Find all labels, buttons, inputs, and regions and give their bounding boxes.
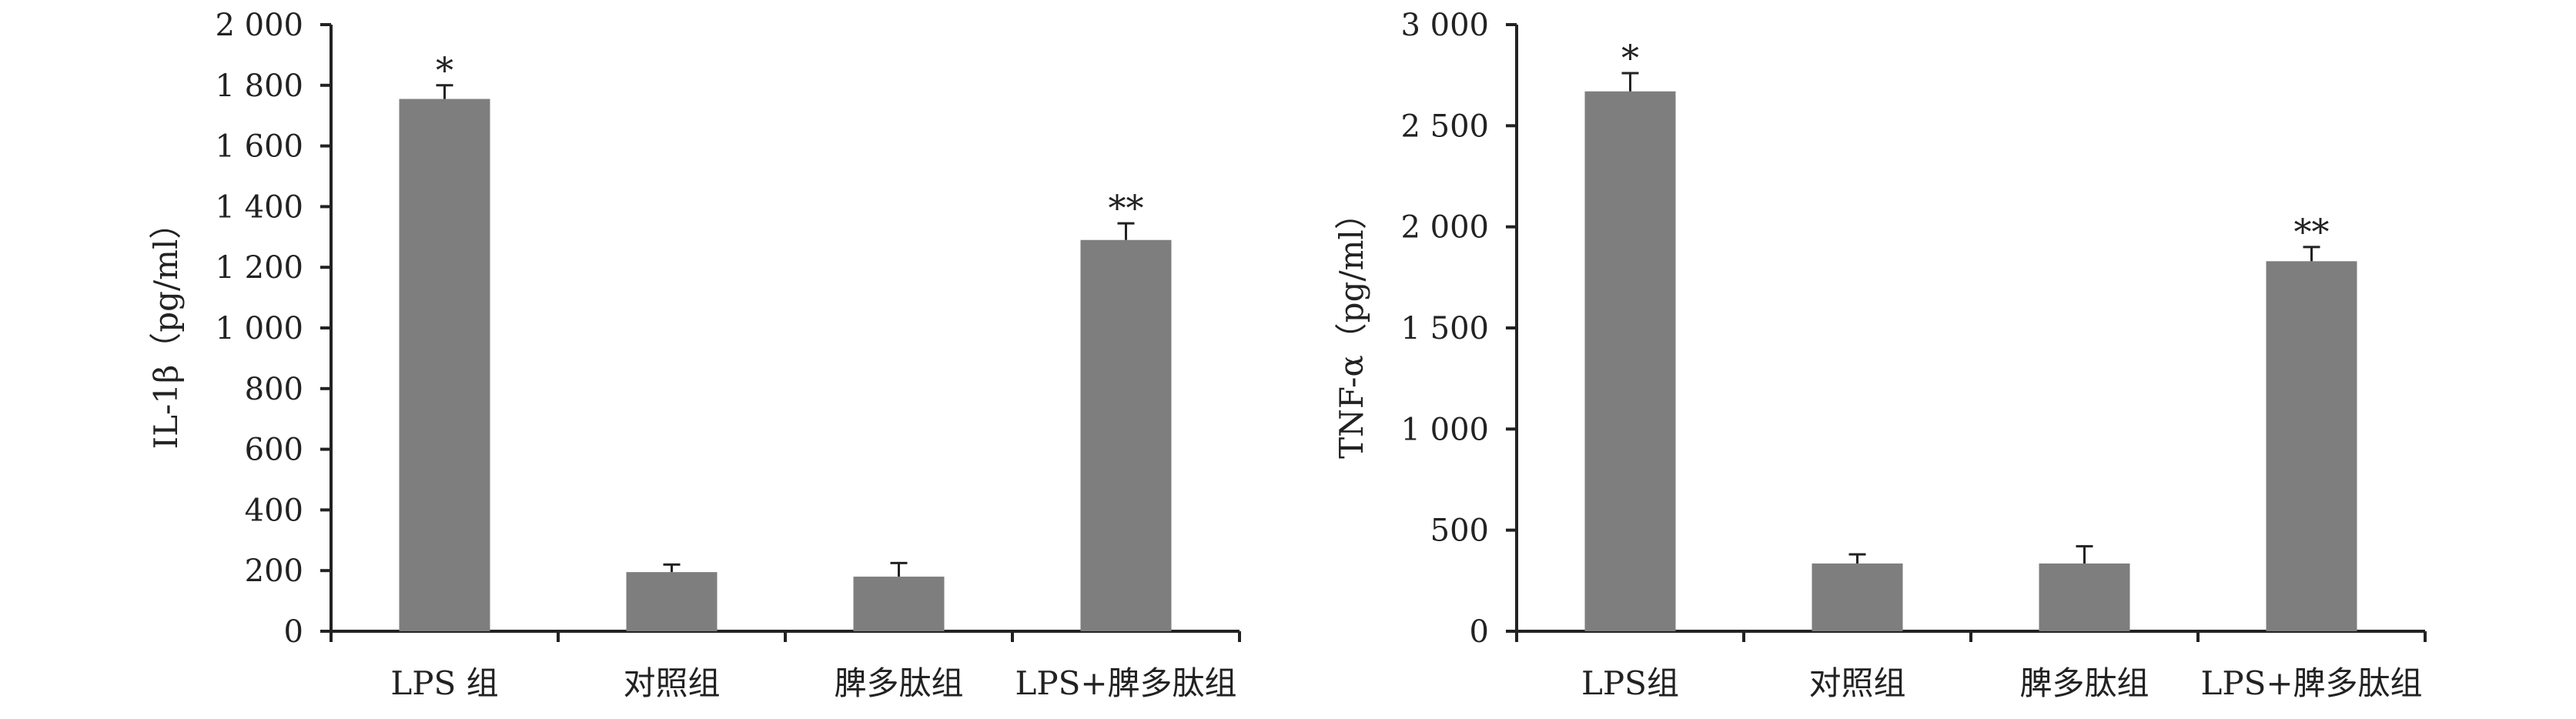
tnfa-bar (2039, 563, 2130, 631)
il1b-y-tick-label: 600 (245, 433, 303, 468)
tnfa-y-tick-label: 500 (1430, 513, 1489, 549)
tnfa-y-tick-label: 2 500 (1400, 109, 1489, 144)
tnfa-y-tick-label: 0 (1470, 614, 1489, 650)
tnfa-bar (1812, 563, 1903, 631)
il1b-bar (1080, 239, 1172, 631)
tnfa-chart: 0 500 1 000 1 500 2 000 2 500 3 000 * LPS组 对照组 脾多肽… (1333, 8, 2427, 702)
il1b-y-tick-label: 1 600 (215, 129, 303, 165)
tnfa-y-tick-label: 1 500 (1400, 311, 1489, 346)
tnfa-y-tick-label: 1 000 (1400, 412, 1489, 447)
tnfa-category-label: 对照组 (1808, 664, 1905, 702)
tnfa-category-label: LPS组 (1581, 664, 1679, 702)
tnfa-y-tick-label: 3 000 (1400, 8, 1489, 43)
il1b-y-tick-label: 200 (245, 553, 303, 589)
il1b-bar (399, 99, 490, 631)
tnfa-category-label: LPS+脾多肽组 (2200, 664, 2422, 702)
il1b-y-tick-label: 800 (245, 372, 303, 407)
il1b-chart: 0 200 400 600 800 1 000 1 200 1 400 1 600 1 800 2 … (147, 8, 1241, 702)
tnfa-y-axis-title: TNF-α（pg/ml） (1333, 197, 1370, 459)
il1b-category-label: LPS+脾多肽组 (1015, 664, 1236, 702)
tnfa-category-label: 脾多肽组 (2019, 664, 2149, 702)
tnfa-significance-mark: ** (2294, 211, 2330, 252)
il1b-y-tick-label: 1 000 (215, 311, 303, 346)
il1b-category-label: LPS 组 (390, 664, 498, 702)
tnfa-bar (1584, 91, 1676, 632)
il1b-y-tick-label: 1 400 (215, 189, 303, 225)
il1b-category-label: 对照组 (623, 664, 720, 702)
il1b-y-tick-label: 2 000 (215, 8, 303, 43)
tnfa-bar (2266, 261, 2357, 631)
tnfa-y-tick-label: 2 000 (1400, 210, 1489, 246)
il1b-significance-mark: ** (1109, 187, 1144, 229)
il1b-y-tick-label: 1 800 (215, 69, 303, 104)
il1b-y-tick-label: 0 (284, 614, 303, 650)
il1b-y-tick-label: 400 (245, 493, 303, 528)
il1b-bar (853, 577, 945, 631)
tnfa-significance-mark: * (1621, 37, 1639, 79)
il1b-y-tick-label: 1 200 (215, 250, 303, 286)
il1b-significance-mark: * (436, 49, 453, 91)
il1b-y-axis-title: IL-1β（pg/ml） (147, 207, 185, 450)
il1b-category-label: 脾多肽组 (834, 664, 963, 702)
il1b-bar (626, 572, 718, 631)
